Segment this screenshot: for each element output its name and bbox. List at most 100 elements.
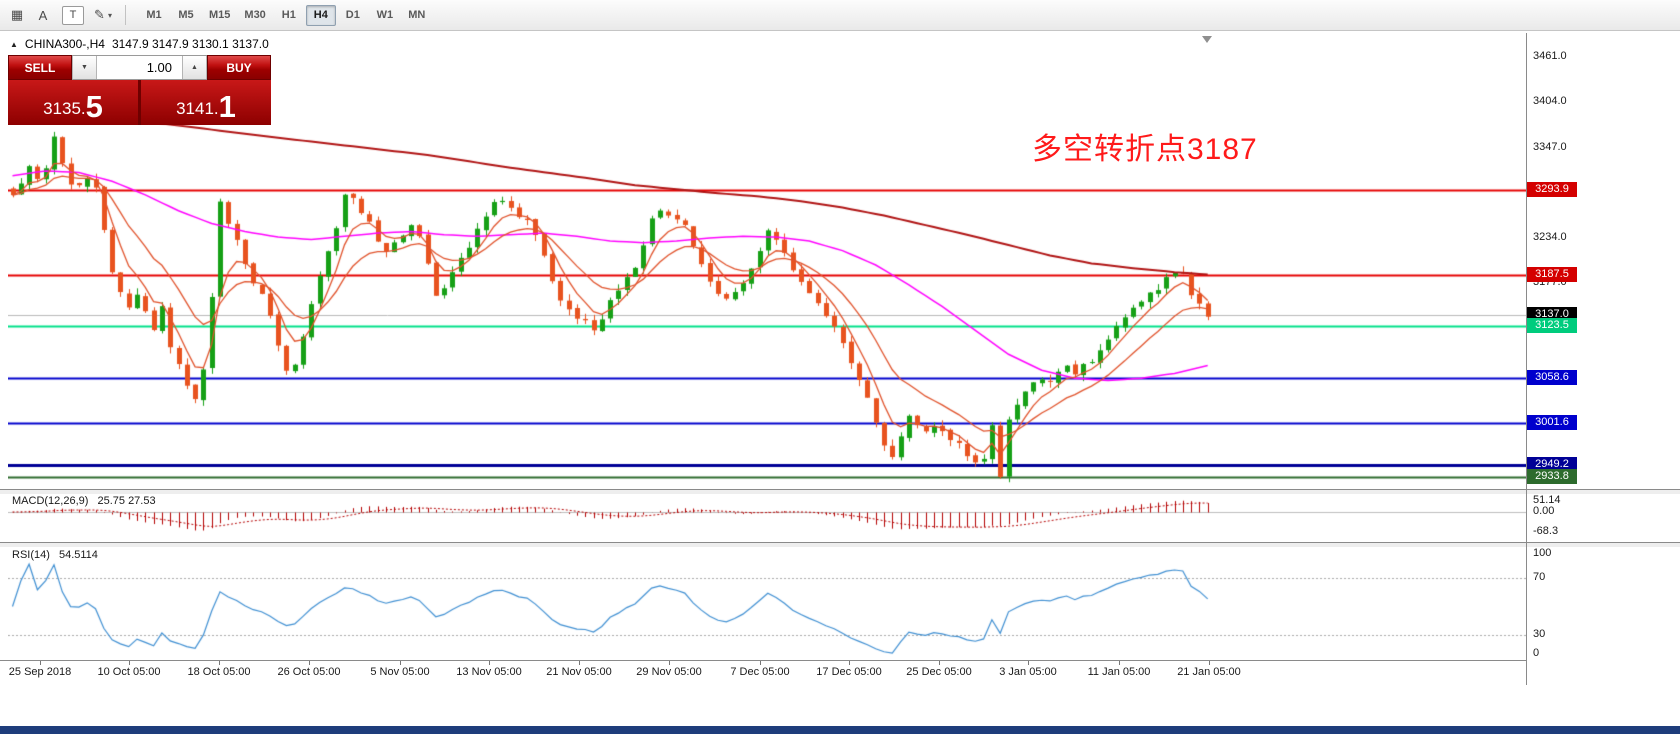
time-axis-tick: [129, 661, 130, 665]
toolbar-separator: [125, 5, 126, 25]
macd-axis-tick: 51.14: [1533, 494, 1561, 506]
trade-panel-prices: 3135. 5 3141. 1: [8, 80, 271, 125]
bottom-bar: [0, 726, 1680, 734]
price-axis-tick: 3404.0: [1533, 95, 1567, 108]
symbol-label: CHINA300-,H4: [24, 37, 105, 51]
time-axis-label: 29 Nov 05:00: [636, 666, 702, 678]
macd-axis-tick: 0.00: [1533, 505, 1555, 517]
timeframe-m30[interactable]: M30: [238, 5, 271, 26]
cursor-tool-icon[interactable]: A: [38, 7, 48, 23]
time-axis-tick: [1119, 661, 1120, 665]
price-level-badge: 3123.5: [1527, 317, 1577, 333]
rsi-name: RSI(14): [12, 549, 50, 561]
macd-panel-canvas[interactable]: [8, 493, 1526, 542]
time-axis-label: 13 Nov 05:00: [456, 666, 522, 678]
rsi-axis-tick: 70: [1533, 571, 1546, 583]
price-level-badge: 2949.2: [1527, 456, 1577, 472]
sell-button[interactable]: SELL: [8, 55, 72, 80]
volume-control: ▼ 1.00 ▲: [72, 55, 207, 80]
timeframe-m1[interactable]: M1: [139, 5, 169, 26]
macd-axis-tick: -68.3: [1533, 525, 1559, 538]
time-axis-label: 21 Jan 05:00: [1177, 666, 1241, 678]
time-axis-label: 25 Sep 2018: [8, 666, 72, 678]
rsi-axis-tick: 30: [1533, 628, 1546, 640]
volume-input[interactable]: 1.00: [146, 60, 172, 75]
volume-increase-button[interactable]: ▲: [182, 56, 207, 79]
time-axis[interactable]: 25 Sep 2018 10 Oct 05:00 18 Oct 05:00 26 Oc…: [0, 660, 1526, 686]
chart-shift-marker[interactable]: [1202, 36, 1212, 43]
toolbar-icons: ▦ A T ✎ ▾: [4, 4, 116, 26]
time-axis-label: 3 Jan 05:00: [999, 666, 1057, 678]
time-axis-tick: [1209, 661, 1210, 665]
sell-price-pip: 5: [85, 88, 103, 124]
timeframe-w1[interactable]: W1: [370, 5, 400, 26]
panel-splitter-macd[interactable]: [0, 489, 1680, 495]
volume-decrease-button[interactable]: ▼: [72, 56, 97, 79]
one-click-toggle-icon[interactable]: ▲: [10, 39, 18, 49]
time-axis-tick: [669, 661, 670, 665]
timeframe-group: M1 M5 M15 M30 H1 H4 D1 W1 MN: [139, 4, 432, 26]
time-axis-tick: [489, 661, 490, 665]
macd-values: 25.75 27.53: [97, 495, 156, 507]
time-axis-tick: [579, 661, 580, 665]
time-axis-label: 11 Jan 05:00: [1087, 666, 1151, 678]
price-axis-tick: 3347.0: [1533, 140, 1567, 153]
time-axis-tick: [939, 661, 940, 665]
time-axis-tick: [309, 661, 310, 665]
sell-price[interactable]: 3135. 5: [8, 80, 138, 125]
buy-price-int: 3141.: [176, 99, 219, 118]
toolbar: ▦ A T ✎ ▾ M1 M5 M15 M30 H1 H4 D1 W1 MN: [0, 0, 1680, 31]
rsi-axis-tick: 100: [1533, 547, 1552, 559]
panel-splitter-rsi[interactable]: [0, 542, 1680, 548]
buy-price-pip: 1: [218, 88, 236, 124]
price-level-badge: 3001.6: [1527, 415, 1577, 431]
price-axis[interactable]: 3461.0 3404.0 3347.0 3234.0 3177.0 3293.9 3187…: [1526, 0, 1680, 734]
time-axis-label: 18 Oct 05:00: [187, 666, 251, 678]
timeframe-d1[interactable]: D1: [338, 5, 368, 26]
time-axis-tick: [400, 661, 401, 665]
time-axis-tick: [1028, 661, 1029, 665]
macd-name: MACD(12,26,9): [12, 495, 89, 507]
price-axis-tick: 3234.0: [1533, 230, 1567, 243]
time-axis-tick: [40, 661, 41, 665]
time-axis-label: 26 Oct 05:00: [277, 666, 341, 678]
price-level-badge: 3187.5: [1527, 266, 1577, 282]
price-level-badge: 3058.6: [1527, 369, 1577, 385]
macd-indicator-label: MACD(12,26,9) 25.75 27.53: [12, 495, 156, 507]
time-axis-label: 21 Nov 05:00: [546, 666, 612, 678]
buy-button[interactable]: BUY: [207, 55, 271, 80]
chevron-down-icon: ▾: [107, 10, 112, 20]
rsi-panel-canvas[interactable]: [8, 546, 1526, 660]
rsi-value: 54.5114: [58, 549, 98, 561]
rsi-indicator-label: RSI(14) 54.5114: [12, 549, 98, 561]
time-axis-tick: [760, 661, 761, 665]
price-axis-tick: 3461.0: [1533, 49, 1567, 62]
time-axis-label: 7 Dec 05:00: [730, 666, 790, 678]
draw-tools-icon[interactable]: ✎ ▾: [94, 7, 112, 22]
timeframe-m5[interactable]: M5: [171, 5, 201, 26]
timeframe-h1[interactable]: H1: [274, 5, 304, 26]
timeframe-mn[interactable]: MN: [402, 5, 432, 26]
time-axis-border: [0, 660, 1526, 661]
rsi-axis-tick: 0: [1533, 647, 1540, 659]
time-axis-label: 25 Dec 05:00: [906, 666, 972, 678]
text-tool-icon[interactable]: T: [62, 5, 84, 25]
time-axis-tick: [849, 661, 850, 665]
trade-panel-controls: SELL ▼ 1.00 ▲ BUY: [8, 55, 271, 80]
symbol-header: ▲ CHINA300-,H4 3147.9 3147.9 3130.1 3137…: [10, 37, 269, 51]
price-level-badge: 2933.8: [1527, 469, 1577, 485]
time-axis-label: 10 Oct 05:00: [97, 666, 161, 678]
ohlc-values: 3147.9 3147.9 3130.1 3137.0: [111, 37, 269, 51]
price-level-badge: 3293.9: [1527, 182, 1577, 198]
time-axis-label: 17 Dec 05:00: [816, 666, 882, 678]
time-axis-tick: [219, 661, 220, 665]
timeframe-m15[interactable]: M15: [203, 5, 236, 26]
timeframe-h4[interactable]: H4: [305, 4, 336, 26]
buy-price[interactable]: 3141. 1: [141, 80, 271, 125]
price-axis-border: [1526, 33, 1527, 685]
pattern-grid-icon[interactable]: ▦: [10, 7, 24, 22]
time-axis-label: 5 Nov 05:00: [370, 666, 430, 678]
annotation-text: 多空转折点3187: [1032, 133, 1258, 166]
